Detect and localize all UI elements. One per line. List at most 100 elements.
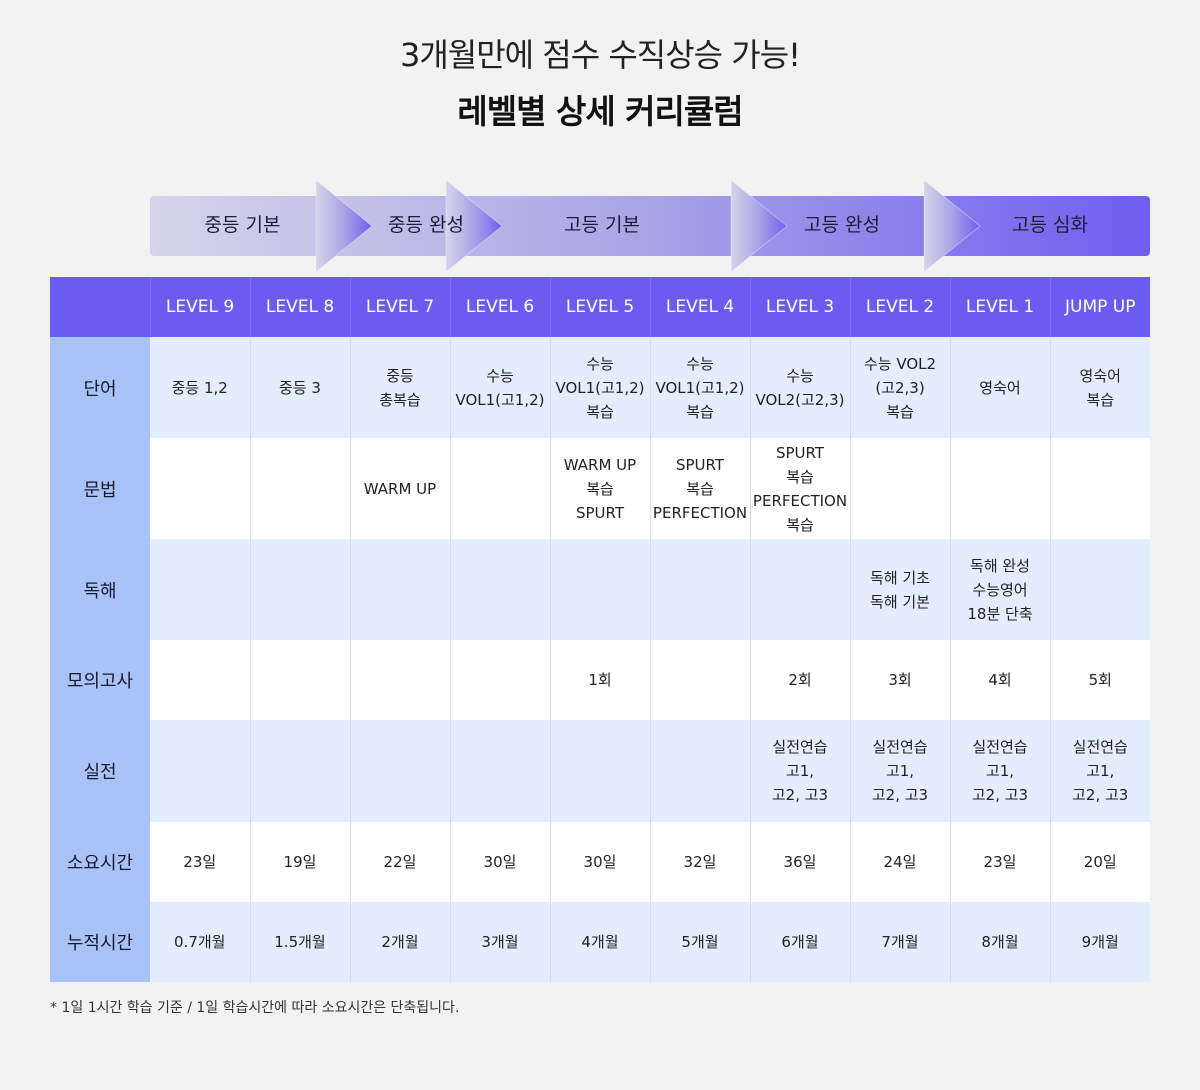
cell-text: 복습 [586, 479, 614, 498]
cell-text: 고2, 고3 [971, 786, 1029, 804]
table-cell: 23일 [950, 822, 1051, 902]
table-cell [850, 438, 951, 539]
table-cell: SPURT 복습 PERFECTION 복습 [750, 438, 851, 539]
cell-text: VOL1(고1,2) [455, 390, 545, 409]
cell-text: 0.7개월 [174, 933, 226, 951]
cell-text: (고2,3) [875, 378, 925, 397]
table-cell [1050, 539, 1150, 640]
cell-text: 5개월 [681, 933, 719, 951]
stage-arrow-1 [315, 180, 373, 272]
table-cell: 4회 [950, 640, 1051, 720]
table-cell: 수능 VOL2 (고2,3) 복습 [850, 337, 951, 438]
row-header: 단어 [50, 337, 150, 438]
cell-text: 수능영어 [972, 580, 1028, 599]
cell-text: 영숙어 [979, 378, 1021, 397]
cell-text: WARM UP [563, 455, 637, 474]
table-cell: WARM UP 복습 SPURT [550, 438, 651, 539]
table-cell [350, 539, 451, 640]
table-cell: 2회 [750, 640, 851, 720]
table-row: 소요시간 23일 19일 22일 30일 30일 32일 36일 24일 23일 20일 [50, 822, 1150, 902]
stage-arrow-3 [730, 180, 788, 272]
cell-text: 2개월 [381, 933, 419, 951]
table-cell: 영숙어 복습 [1050, 337, 1150, 438]
table-cell: 30일 [450, 822, 551, 902]
table-cell: SPURT 복습 PERFECTION [650, 438, 751, 539]
cell-text: 22일 [383, 853, 417, 871]
row-header: 소요시간 [50, 822, 150, 902]
stage-label-2: 중등 완성 [388, 214, 464, 236]
cell-text: 복습 [786, 467, 814, 486]
table-cell: 중등 1,2 [150, 337, 251, 438]
table-row: 실전 실전연습 고1, 고2, 고3 실전연습 고1, 고2, 고3 실전연습 고1, 고2, 고… [50, 720, 1150, 822]
table-cell: 19일 [250, 822, 351, 902]
cell-text: SPURT [775, 443, 825, 462]
cell-text: 고1, [785, 762, 815, 780]
table-cell [450, 720, 551, 822]
cell-text: 6개월 [781, 933, 819, 951]
cell-text: 고1, [985, 762, 1015, 780]
table-cell: 3회 [850, 640, 951, 720]
table-cell [350, 640, 451, 720]
table-cell: 22일 [350, 822, 451, 902]
cell-text: SPURT [575, 503, 625, 522]
cell-text: 복습 [686, 479, 714, 498]
table-cell [250, 640, 351, 720]
table-row: 모의고사 1회 2회 3회 4회 5회 [50, 640, 1150, 720]
cell-text: 5회 [1088, 671, 1112, 689]
table-cell [550, 539, 651, 640]
table-cell: 7개월 [850, 902, 951, 982]
table-cell: 수능 VOL2(고2,3) [750, 337, 851, 438]
cell-text: 23일 [983, 853, 1017, 871]
level-header-row: LEVEL 9 LEVEL 8 LEVEL 7 LEVEL 6 LEVEL 5 … [50, 277, 1150, 337]
table-cell: 4개월 [550, 902, 651, 982]
table-cell [250, 720, 351, 822]
table-cell: 실전연습 고1, 고2, 고3 [950, 720, 1051, 822]
table-cell [450, 539, 551, 640]
cell-text: 4개월 [581, 933, 619, 951]
table-cell: 1.5개월 [250, 902, 351, 982]
cell-text: 수능 [586, 354, 614, 373]
level-header: LEVEL 6 [450, 277, 551, 337]
table-cell: 수능 VOL1(고1,2) 복습 [550, 337, 651, 438]
table-row: 누적시간 0.7개월 1.5개월 2개월 3개월 4개월 5개월 6개월 7개월 8개월 9개월 [50, 902, 1150, 982]
stage-label-1: 중등 기본 [204, 214, 281, 236]
cell-text: 24일 [883, 853, 917, 871]
cell-text: 독해 기초 [870, 568, 930, 587]
table-cell [650, 640, 751, 720]
level-header: LEVEL 5 [550, 277, 651, 337]
level-header: LEVEL 8 [250, 277, 351, 337]
cell-text: 복습 [586, 402, 614, 421]
cell-text: 총복습 [379, 390, 421, 409]
table-cell [650, 720, 751, 822]
table-cell [150, 438, 251, 539]
page-title: 레벨별 상세 커리큘럼 [457, 92, 743, 131]
table-cell: WARM UP [350, 438, 451, 539]
cell-text: 고1, [1086, 762, 1115, 780]
cell-text: 독해 기본 [870, 592, 930, 611]
table-cell: 36일 [750, 822, 851, 902]
table-cell: 실전연습 고1, 고2, 고3 [750, 720, 851, 822]
table-cell: 23일 [150, 822, 251, 902]
cell-text: 8개월 [981, 933, 1019, 951]
row-header: 모의고사 [50, 640, 150, 720]
row-header: 실전 [50, 720, 150, 822]
level-header: JUMP UP [1050, 277, 1150, 337]
cell-text: 23일 [183, 853, 217, 871]
table-cell [450, 438, 551, 539]
cell-text: WARM UP [363, 479, 437, 498]
cell-text: 복습 [886, 402, 914, 421]
cell-text: PERFECTION [752, 491, 848, 510]
curriculum-table: LEVEL 9 LEVEL 8 LEVEL 7 LEVEL 6 LEVEL 5 … [50, 277, 1150, 982]
table-cell [450, 640, 551, 720]
stage-arrow-bar: 중등 기본 중등 완성 고등 기본 고등 완성 고등 심화 [150, 180, 1150, 272]
cell-text: 고2, 고3 [1072, 786, 1129, 804]
stage-arrow-graphic [150, 180, 1150, 272]
cell-text: 36일 [783, 853, 817, 871]
cell-text: 4회 [988, 671, 1012, 689]
table-cell: 0.7개월 [150, 902, 251, 982]
row-header: 누적시간 [50, 902, 150, 982]
level-header: LEVEL 7 [350, 277, 451, 337]
cell-text: 수능 [486, 366, 514, 385]
table-cell: 30일 [550, 822, 651, 902]
table-cell: 중등 총복습 [350, 337, 451, 438]
